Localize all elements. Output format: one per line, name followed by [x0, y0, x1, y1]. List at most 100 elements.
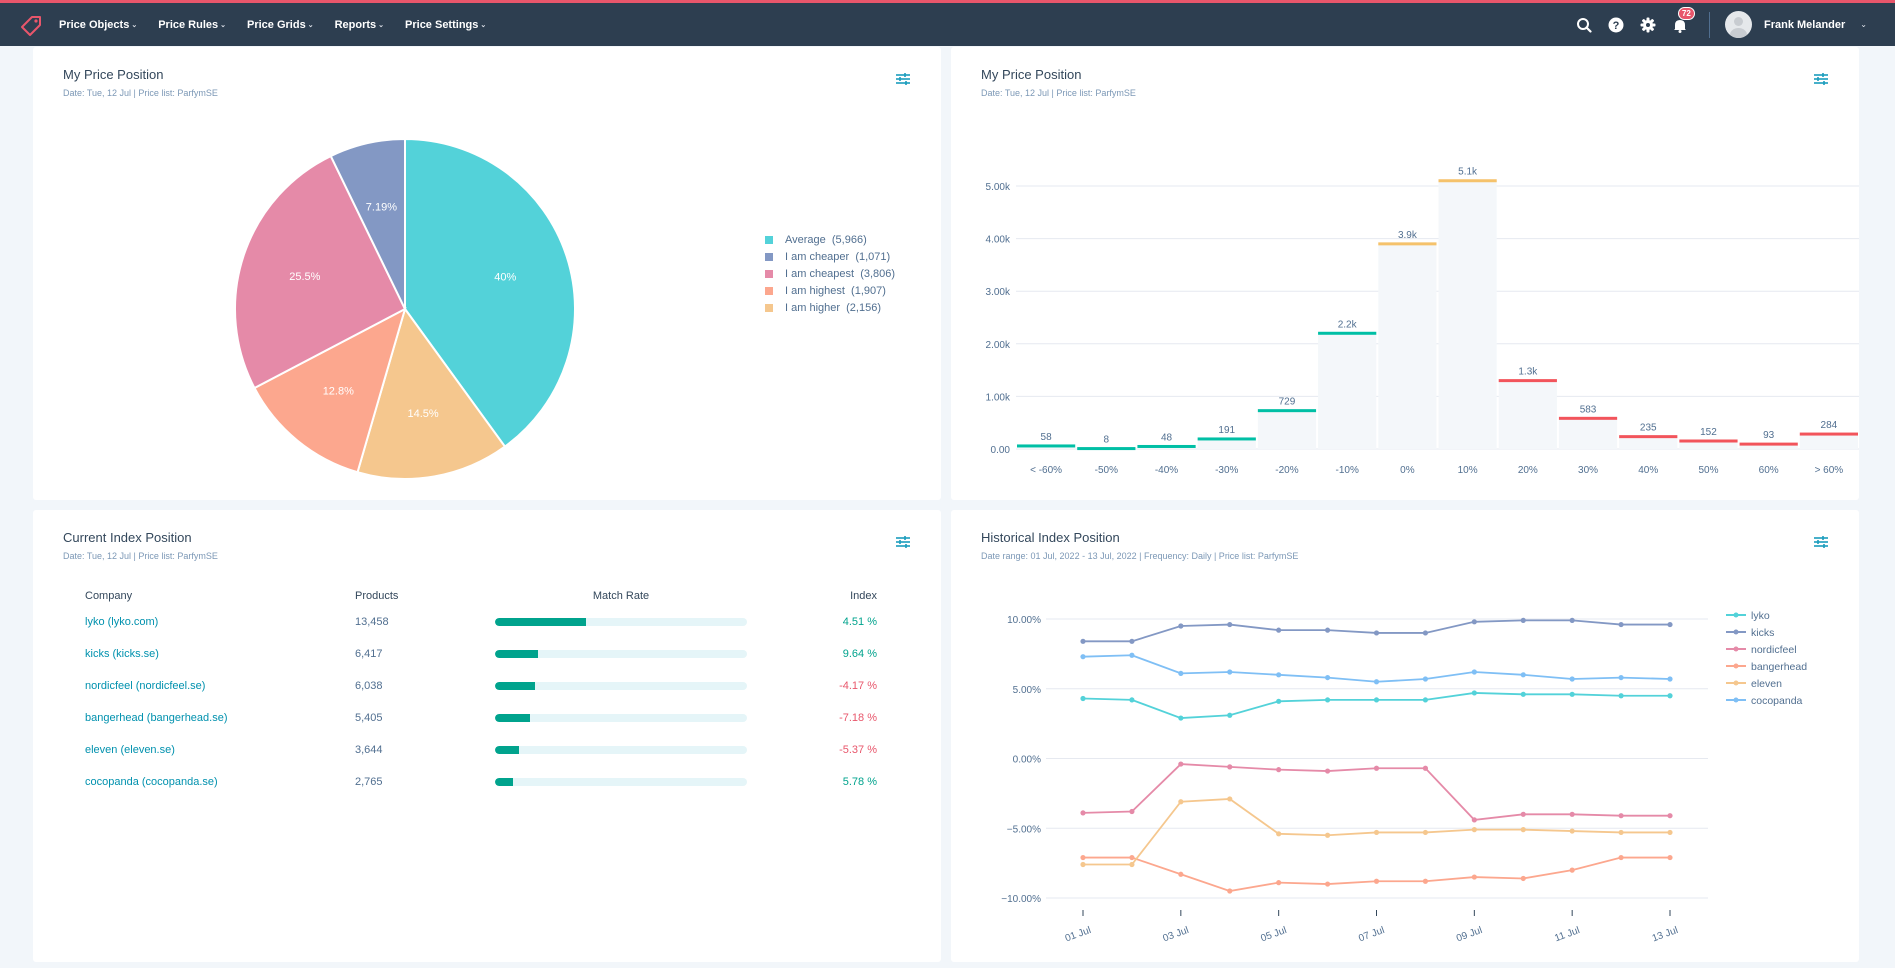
legend-item-bangerhead[interactable]: bangerhead	[1726, 661, 1807, 673]
company-link[interactable]: cocopanda (cocopanda.se)	[85, 776, 218, 788]
data-point-lyko[interactable]	[1569, 691, 1575, 697]
data-point-kicks[interactable]	[1422, 630, 1429, 636]
data-point-nordicfeel[interactable]	[1080, 810, 1086, 816]
data-point-cocopanda[interactable]	[1667, 676, 1673, 682]
filter-settings-icon[interactable]	[895, 535, 911, 549]
line-series-nordicfeel[interactable]	[1082, 763, 1670, 821]
pie-slice-i-am-higher[interactable]	[356, 306, 507, 480]
data-point-kicks[interactable]	[1667, 621, 1673, 628]
data-point-bangerhead[interactable]	[1373, 878, 1380, 884]
data-point-eleven[interactable]	[1618, 829, 1624, 836]
data-point-eleven[interactable]	[1178, 799, 1184, 805]
pie-slice-average[interactable]	[404, 137, 576, 448]
data-point-kicks[interactable]	[1373, 630, 1380, 636]
data-point-cocopanda[interactable]	[1080, 654, 1086, 660]
data-point-cocopanda[interactable]	[1569, 676, 1575, 682]
search-button[interactable]	[1575, 16, 1593, 34]
data-point-cocopanda[interactable]	[1324, 674, 1331, 681]
data-point-nordicfeel[interactable]	[1471, 817, 1477, 823]
company-link[interactable]: bangerhead (bangerhead.se)	[85, 712, 228, 724]
nav-reports[interactable]: Reports ⌄	[335, 19, 384, 31]
bar-10[interactable]	[1438, 180, 1497, 450]
data-point-bangerhead[interactable]	[1129, 854, 1135, 861]
data-point-kicks[interactable]	[1471, 619, 1477, 625]
filter-settings-icon[interactable]	[1813, 72, 1829, 86]
data-point-nordicfeel[interactable]	[1569, 811, 1575, 817]
data-point-nordicfeel[interactable]	[1129, 808, 1135, 815]
data-point-eleven[interactable]	[1471, 827, 1477, 833]
data-point-bangerhead[interactable]	[1227, 888, 1233, 894]
data-point-cocopanda[interactable]	[1422, 676, 1429, 682]
line-series-bangerhead[interactable]	[1083, 856, 1670, 892]
data-point-cocopanda[interactable]	[1276, 672, 1282, 678]
nav-price-rules[interactable]: Price Rules ⌄	[158, 19, 226, 31]
data-point-nordicfeel[interactable]	[1324, 768, 1331, 774]
data-point-lyko[interactable]	[1520, 691, 1526, 697]
legend-item-cocopanda[interactable]: cocopanda	[1726, 695, 1803, 707]
bar-40[interactable]	[1619, 436, 1678, 449]
data-point-nordicfeel[interactable]	[1276, 767, 1282, 773]
column-header-index[interactable]: Index	[850, 589, 877, 602]
pie-slice-i-am-cheapest[interactable]	[234, 154, 407, 390]
data-point-eleven[interactable]	[1373, 829, 1380, 836]
column-header-match-rate[interactable]: Match Rate	[592, 589, 650, 602]
data-point-bangerhead[interactable]	[1324, 881, 1331, 887]
data-point-cocopanda[interactable]	[1178, 670, 1184, 677]
filter-settings-icon[interactable]	[1813, 535, 1829, 549]
company-link[interactable]: eleven (eleven.se)	[85, 744, 175, 756]
chevron-down-icon[interactable]: ⌄	[1860, 20, 1867, 29]
data-point-eleven[interactable]	[1227, 796, 1233, 802]
data-point-lyko[interactable]	[1129, 697, 1135, 703]
data-point-lyko[interactable]	[1618, 693, 1624, 699]
nav-price-grids[interactable]: Price Grids ⌄	[247, 19, 314, 31]
pie-slice-i-am-highest[interactable]	[253, 307, 407, 474]
data-point-cocopanda[interactable]	[1373, 679, 1380, 685]
column-header-products[interactable]: Products	[355, 589, 399, 602]
bar-50[interactable]	[1679, 441, 1738, 449]
legend-item-i-am-higher[interactable]: I am higher (2,156)	[765, 299, 895, 316]
data-point-kicks[interactable]	[1276, 627, 1282, 633]
data-point-bangerhead[interactable]	[1520, 875, 1526, 882]
data-point-eleven[interactable]	[1080, 861, 1086, 868]
company-link[interactable]: kicks (kicks.se)	[85, 648, 159, 660]
avatar[interactable]	[1724, 11, 1752, 38]
data-point-cocopanda[interactable]	[1520, 672, 1526, 678]
data-point-bangerhead[interactable]	[1618, 854, 1624, 861]
notifications-button[interactable]: 72	[1671, 6, 1695, 34]
bar-60[interactable]	[1799, 434, 1858, 449]
data-point-eleven[interactable]	[1422, 829, 1429, 836]
data-point-lyko[interactable]	[1471, 690, 1477, 696]
data-point-nordicfeel[interactable]	[1227, 764, 1233, 770]
legend-item-average[interactable]: Average (5,966)	[765, 231, 895, 248]
user-name[interactable]: Frank Melander	[1763, 18, 1846, 31]
nav-price-objects[interactable]: Price Objects ⌄	[59, 19, 137, 31]
data-point-bangerhead[interactable]	[1080, 854, 1086, 861]
data-point-bangerhead[interactable]	[1276, 880, 1282, 886]
data-point-kicks[interactable]	[1520, 617, 1526, 623]
price-tag-logo-icon[interactable]	[18, 13, 44, 39]
company-link[interactable]: lyko (lyko.com)	[85, 616, 159, 628]
data-point-kicks[interactable]	[1569, 617, 1575, 623]
data-point-lyko[interactable]	[1227, 712, 1233, 718]
data-point-nordicfeel[interactable]	[1618, 813, 1624, 819]
data-point-kicks[interactable]	[1618, 621, 1624, 628]
data-point-lyko[interactable]	[1373, 697, 1380, 703]
legend-item-nordicfeel[interactable]: nordicfeel	[1726, 644, 1797, 656]
data-point-lyko[interactable]	[1667, 693, 1673, 699]
legend-item-i-am-cheapest[interactable]: I am cheapest (3,806)	[765, 265, 895, 282]
data-point-bangerhead[interactable]	[1471, 874, 1477, 880]
bar-60[interactable]	[1739, 444, 1798, 449]
data-point-lyko[interactable]	[1080, 695, 1086, 702]
legend-item-i-am-cheaper[interactable]: I am cheaper (1,071)	[765, 248, 895, 265]
data-point-nordicfeel[interactable]	[1373, 765, 1380, 771]
data-point-kicks[interactable]	[1324, 627, 1331, 633]
help-button[interactable]: ?	[1607, 16, 1625, 34]
data-point-nordicfeel[interactable]	[1520, 811, 1526, 817]
data-point-nordicfeel[interactable]	[1178, 761, 1184, 767]
data-point-kicks[interactable]	[1129, 638, 1135, 644]
filter-settings-icon[interactable]	[895, 72, 911, 86]
data-point-cocopanda[interactable]	[1227, 669, 1233, 675]
data-point-kicks[interactable]	[1227, 621, 1233, 628]
data-point-cocopanda[interactable]	[1129, 652, 1135, 658]
data-point-eleven[interactable]	[1324, 832, 1331, 838]
